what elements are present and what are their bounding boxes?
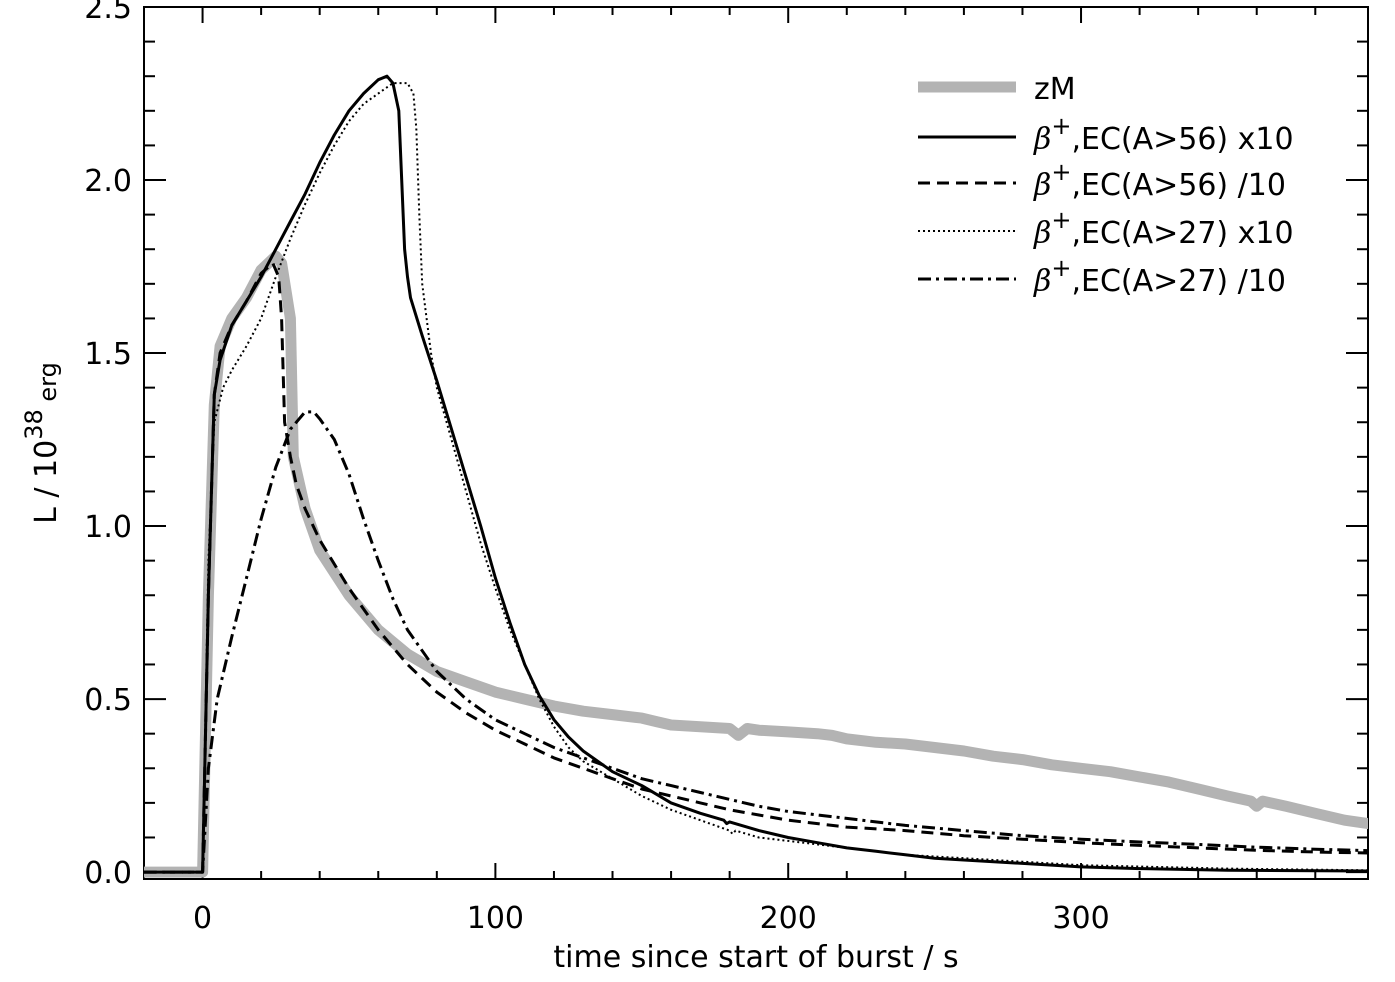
x-tick-label: 100: [467, 901, 524, 936]
legend-beta: β: [1033, 264, 1051, 299]
tick-marks: [143, 6, 1368, 879]
series-line-3: [144, 82, 1368, 874]
x-tick-label: 0: [193, 901, 212, 936]
y-axis-label-main: L / 10: [29, 440, 64, 524]
x-axis-label: time since start of burst / s: [553, 940, 958, 975]
x-tick-label: 300: [1052, 901, 1109, 936]
series-line-1: [144, 74, 1368, 874]
y-tick-label: 0.0: [84, 856, 132, 891]
legend-superscript: +: [1051, 112, 1071, 140]
y-tick-label: 1.5: [84, 337, 132, 372]
legend-label-3: β+,EC(A>27) x10: [1033, 206, 1294, 251]
tick-labels: 0 100 200 300 0.0 0.5 1.0 1.5 2.0 2.5: [84, 0, 1109, 936]
legend-label-0: zM: [1034, 72, 1076, 107]
series-layer: [144, 74, 1368, 878]
legend-name: zM: [1034, 72, 1076, 107]
legend-superscript: +: [1051, 158, 1071, 186]
y-axis-label-unit: erg: [34, 362, 62, 409]
legend-name: ,EC(A>27) /10: [1071, 264, 1286, 299]
plot-frame: [143, 6, 1369, 880]
legend-name: ,EC(A>27) x10: [1071, 216, 1293, 251]
legend-label-1: β+,EC(A>56) x10: [1033, 112, 1294, 157]
legend-beta: β: [1033, 168, 1051, 203]
legend-superscript: +: [1051, 206, 1071, 234]
y-axis-label: L / 1038 erg: [20, 362, 64, 524]
y-axis-label-sup: 38: [20, 409, 48, 440]
x-tick-label: 200: [760, 901, 817, 936]
legend-name: ,EC(A>56) /10: [1071, 168, 1286, 203]
legend-beta: β: [1033, 122, 1051, 157]
legend-label-4: β+,EC(A>27) /10: [1033, 254, 1286, 299]
legend-name: ,EC(A>56) x10: [1071, 122, 1293, 157]
y-tick-label: 0.5: [84, 683, 132, 718]
y-tick-label: 1.0: [84, 510, 132, 545]
legend-label-2: β+,EC(A>56) /10: [1033, 158, 1286, 203]
legend-superscript: +: [1051, 254, 1071, 282]
series-line-0: [144, 250, 1368, 878]
y-tick-label: 2.5: [84, 0, 132, 26]
y-tick-label: 2.0: [84, 164, 132, 199]
legend-beta: β: [1033, 216, 1051, 251]
series-line-4: [144, 410, 1368, 874]
